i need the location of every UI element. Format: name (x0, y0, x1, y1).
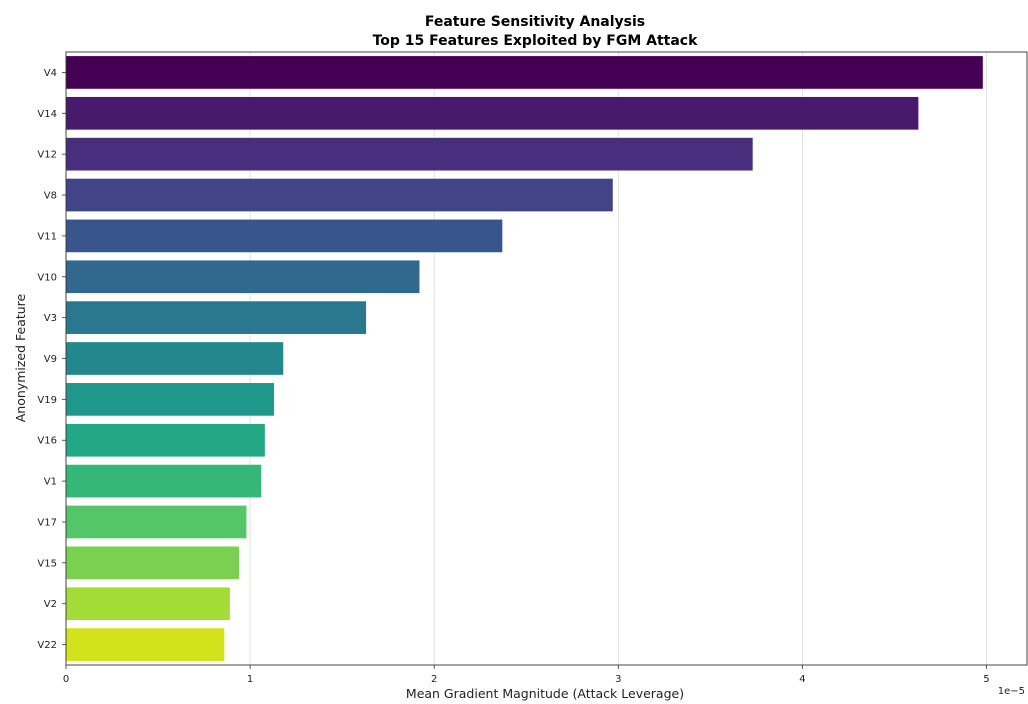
bar-v9 (66, 342, 284, 375)
bar-v22 (66, 628, 225, 661)
bar-v16 (66, 423, 265, 457)
bar-v1 (66, 464, 262, 498)
bar-v2 (66, 587, 230, 621)
y-tick-label: V11 (37, 231, 57, 242)
x-tick-label: 1 (247, 674, 253, 685)
bar-v19 (66, 383, 275, 416)
x-tick-label: 4 (799, 674, 805, 685)
y-tick-label: V22 (37, 640, 57, 651)
bar-v11 (66, 219, 503, 253)
y-tick-label: V12 (37, 150, 57, 161)
y-tick-label: V8 (44, 191, 57, 202)
y-tick-label: V4 (44, 68, 57, 79)
x-axis-offset-label: 1e−5 (998, 686, 1025, 697)
y-tick-label: V2 (44, 599, 57, 610)
bar-v8 (66, 178, 613, 212)
x-tick-label: 2 (431, 674, 437, 685)
x-tick-label: 5 (983, 674, 989, 685)
chart-title: Feature Sensitivity Analysis (425, 14, 645, 30)
x-axis-ticks: 0 1 2 3 4 5 (63, 665, 990, 685)
chart-subtitle: Top 15 Features Exploited by FGM Attack (373, 33, 699, 49)
y-axis-label: Anonymized Feature (13, 293, 28, 422)
bar-v3 (66, 301, 367, 334)
x-tick-label: 0 (63, 674, 69, 685)
bar-v12 (66, 137, 753, 171)
y-tick-label: V14 (37, 109, 57, 120)
y-tick-label: V9 (44, 354, 57, 365)
x-tick-label: 3 (615, 674, 621, 685)
y-tick-label: V17 (37, 517, 57, 528)
y-tick-label: V15 (37, 558, 57, 569)
y-tick-label: V19 (37, 395, 57, 406)
bars-group (66, 56, 983, 661)
y-tick-label: V3 (44, 313, 57, 324)
y-axis-ticks: V4 V14 V12 V8 V11 V10 V3 V9 V19 V16 V1 V17 V15 V2 V22 (37, 68, 66, 651)
bar-v4 (66, 56, 983, 89)
bar-v14 (66, 96, 919, 130)
y-tick-label: V16 (37, 436, 57, 447)
y-tick-label: V1 (44, 477, 57, 488)
x-axis-label: Mean Gradient Magnitude (Attack Leverage… (406, 686, 684, 701)
bar-v10 (66, 260, 420, 294)
bar-v17 (66, 505, 247, 539)
y-tick-label: V10 (37, 272, 57, 283)
bar-v15 (66, 546, 240, 580)
